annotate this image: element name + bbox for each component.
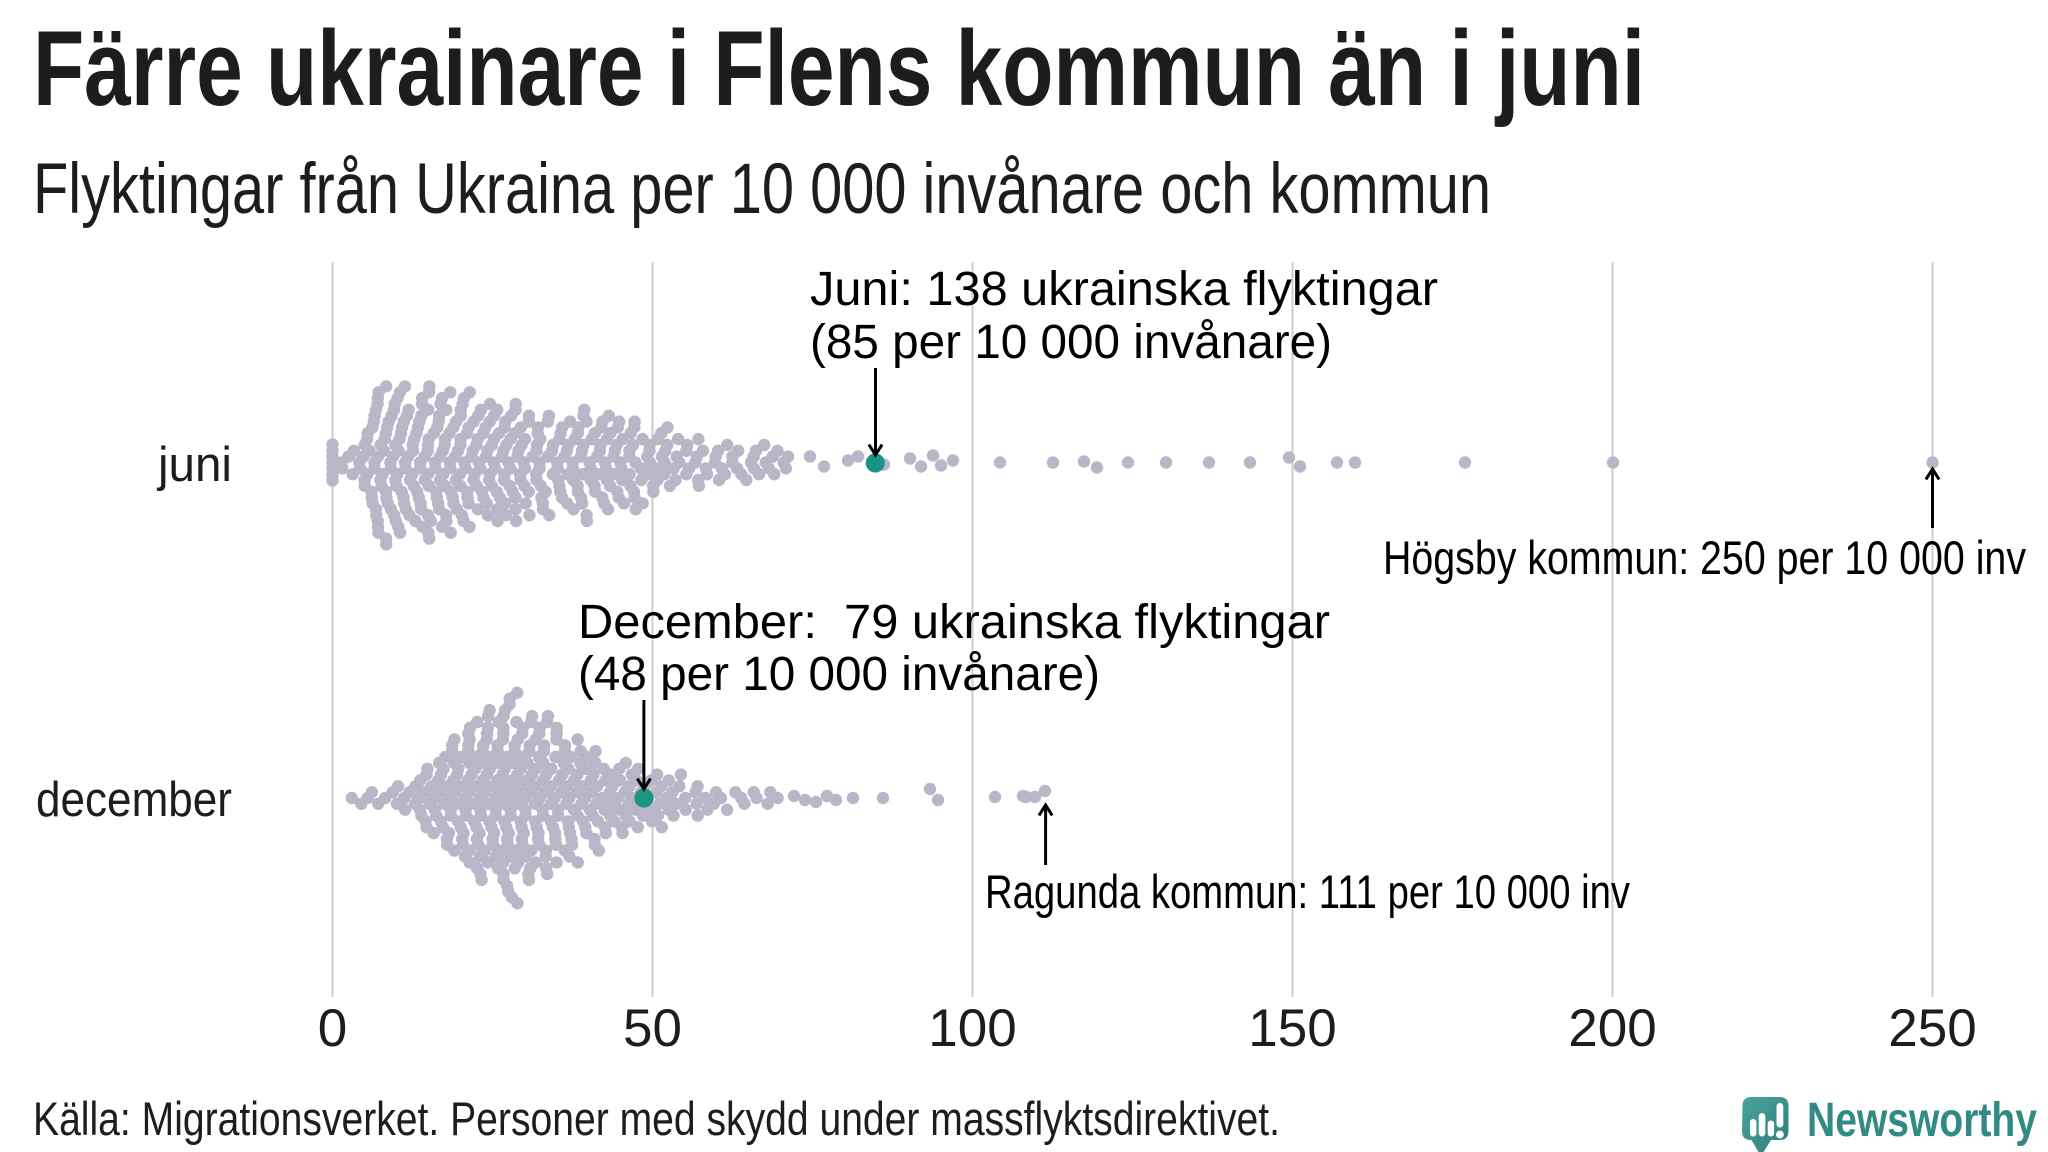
svg-text:december: december — [36, 773, 232, 827]
svg-text:December: 79 ukrainska flykti: December: 79 ukrainska flyktingar — [578, 596, 1330, 649]
svg-text:Färre ukrainare i Flens kommun: Färre ukrainare i Flens kommun än i juni — [33, 8, 1645, 128]
svg-text:Juni: 138 ukrainska flyktingar: Juni: 138 ukrainska flyktingar — [810, 263, 1438, 316]
svg-text:Högsby kommun: 250 per 10 000: Högsby kommun: 250 per 10 000 inv — [1383, 531, 2026, 584]
svg-text:Flyktingar från Ukraina per 10: Flyktingar från Ukraina per 10 000 invån… — [33, 150, 1491, 229]
svg-text:juni: juni — [156, 438, 232, 492]
svg-text:(85 per 10 000 invånare): (85 per 10 000 invånare) — [810, 316, 1332, 369]
svg-text:0: 0 — [318, 999, 347, 1058]
svg-text:Källa: Migrationsverket. Perso: Källa: Migrationsverket. Personer med sk… — [33, 1092, 1280, 1145]
svg-text:150: 150 — [1248, 999, 1336, 1058]
svg-text:100: 100 — [928, 999, 1016, 1058]
svg-text:Newsworthy: Newsworthy — [1807, 1094, 2037, 1147]
svg-text:50: 50 — [623, 999, 682, 1058]
svg-text:200: 200 — [1568, 999, 1656, 1058]
svg-text:(48 per 10 000 invånare): (48 per 10 000 invånare) — [578, 648, 1100, 701]
svg-text:250: 250 — [1888, 999, 1976, 1058]
svg-text:Ragunda kommun: 111 per 10 000: Ragunda kommun: 111 per 10 000 inv — [985, 865, 1630, 918]
